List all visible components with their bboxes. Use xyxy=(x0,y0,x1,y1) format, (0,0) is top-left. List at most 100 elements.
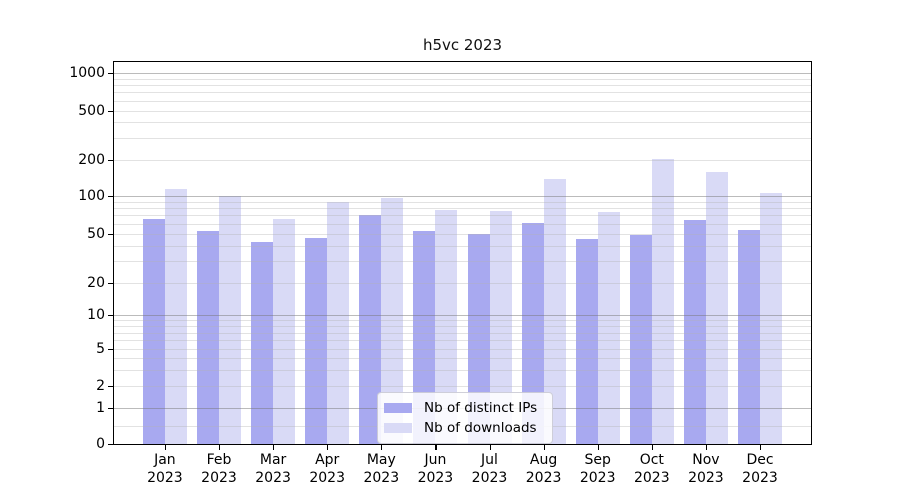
x-tick-label-apr: Apr 2023 xyxy=(309,452,345,486)
x-tick-label-nov: Nov 2023 xyxy=(688,452,724,486)
y-tick-mark-0 xyxy=(108,444,113,446)
x-tick-label-may: May 2023 xyxy=(363,452,400,486)
bar-downloads-jun xyxy=(435,209,458,444)
major-gridline-1000 xyxy=(114,73,811,74)
x-tick-mark-apr xyxy=(327,445,329,450)
bar-distinct-ips-aug xyxy=(521,222,544,444)
bar-downloads-nov xyxy=(705,172,728,444)
x-tick-label-oct: Oct 2023 xyxy=(633,452,670,486)
y-tick-mark-5 xyxy=(108,349,113,351)
minor-gridline-80 xyxy=(114,208,811,210)
minor-gridline-7 xyxy=(114,332,811,334)
y-tick-mark-500 xyxy=(108,110,113,112)
minor-gridline-700 xyxy=(114,92,811,94)
x-tick-mark-dec xyxy=(760,445,762,450)
minor-gridline-500 xyxy=(114,110,811,112)
y-tick-label-2: 2 xyxy=(96,378,105,394)
x-tick-mark-nov xyxy=(705,445,708,450)
minor-gridline-90 xyxy=(114,201,811,203)
bar-downloads-dec xyxy=(760,193,782,444)
minor-gridline-5 xyxy=(114,349,811,351)
legend-swatch-downloads xyxy=(384,423,412,433)
minor-gridline-400 xyxy=(114,122,811,124)
x-tick-mark-mar xyxy=(273,445,275,450)
y-tick-label-20: 20 xyxy=(87,274,105,291)
bar-distinct-ips-nov xyxy=(683,220,706,444)
bar-distinct-ips-dec xyxy=(738,230,760,444)
y-tick-label-0: 0 xyxy=(96,436,105,452)
minor-gridline-50 xyxy=(114,233,811,235)
minor-gridline-4 xyxy=(114,358,811,360)
y-tick-label-200: 200 xyxy=(78,151,105,168)
minor-gridline-800 xyxy=(114,85,811,87)
legend-label-distinct-ips: Nb of distinct IPs xyxy=(424,400,538,416)
x-tick-mark-aug xyxy=(543,445,545,450)
bar-distinct-ips-jun xyxy=(413,231,436,444)
bar-distinct-ips-sep xyxy=(575,239,598,444)
minor-gridline-6 xyxy=(114,340,811,342)
bar-downloads-oct xyxy=(651,158,674,444)
y-tick-mark-10 xyxy=(108,315,113,317)
y-tick-mark-1 xyxy=(108,408,113,410)
x-tick-label-aug: Aug 2023 xyxy=(525,452,562,486)
axis-ticks-layer: 0 1 2 5 10 20 50 100 200 500 1000 Jan 2023 Feb 2023 Mar… xyxy=(69,62,811,486)
bar-downloads-jul xyxy=(489,210,512,444)
legend: Nb of distinct IPs Nb of downloads xyxy=(377,392,553,444)
minor-gridline-900 xyxy=(114,78,811,80)
grid-layer xyxy=(114,62,811,444)
y-tick-mark-1000 xyxy=(108,73,113,75)
y-tick-label-5: 5 xyxy=(96,341,105,358)
minor-gridline-20 xyxy=(114,282,811,284)
plot-area: 0 1 2 5 10 20 50 100 200 500 1000 Jan 2023 Feb 2023 Mar… xyxy=(69,61,812,486)
x-tick-label-feb: Feb 2023 xyxy=(201,452,237,486)
y-tick-label-1000: 1000 xyxy=(69,65,105,81)
y-tick-mark-200 xyxy=(108,159,113,161)
legend-swatch-distinct-ips xyxy=(384,403,412,413)
bar-distinct-ips-feb xyxy=(197,231,219,444)
x-tick-mark-sep xyxy=(597,445,599,450)
x-tick-mark-oct xyxy=(651,445,653,450)
bar-downloads-may xyxy=(381,197,404,444)
y-tick-mark-100 xyxy=(108,196,113,198)
minor-gridline-70 xyxy=(114,215,811,217)
x-tick-label-sep: Sep 2023 xyxy=(579,452,616,486)
x-tick-mark-may xyxy=(381,445,383,450)
minor-gridline-30 xyxy=(114,260,811,262)
major-gridline-10 xyxy=(114,315,811,316)
bar-distinct-ips-jul xyxy=(467,233,490,444)
y-tick-label-500: 500 xyxy=(78,102,105,119)
legend-entry-downloads: Nb of downloads xyxy=(384,418,544,438)
bar-distinct-ips-apr xyxy=(305,238,328,444)
minor-gridline-60 xyxy=(114,223,811,225)
x-tick-label-mar: Mar 2023 xyxy=(255,452,291,486)
legend-entry-distinct-ips: Nb of distinct IPs xyxy=(384,398,544,418)
bar-distinct-ips-jan xyxy=(142,219,165,444)
x-tick-mark-jan xyxy=(164,445,167,450)
y-tick-label-1: 1 xyxy=(96,400,105,416)
major-gridline-100 xyxy=(114,196,811,197)
minor-gridline-40 xyxy=(114,245,811,247)
y-tick-mark-20 xyxy=(108,282,113,284)
y-tick-label-10: 10 xyxy=(87,307,105,323)
minor-gridline-2 xyxy=(114,386,811,387)
bars-layer xyxy=(114,62,811,444)
x-tick-label-dec: Dec 2023 xyxy=(742,452,778,486)
minor-gridline-9 xyxy=(114,320,811,322)
minor-gridline-600 xyxy=(114,100,811,102)
bar-distinct-ips-may xyxy=(359,214,382,444)
bar-downloads-apr xyxy=(327,202,350,444)
bar-downloads-mar xyxy=(273,219,296,444)
bar-distinct-ips-mar xyxy=(251,241,274,444)
y-tick-mark-50 xyxy=(108,233,113,235)
bar-downloads-feb xyxy=(219,195,241,444)
legend-label-downloads: Nb of downloads xyxy=(424,420,537,436)
bar-downloads-jan xyxy=(164,188,187,444)
x-tick-mark-jun xyxy=(435,445,437,450)
bar-distinct-ips-oct xyxy=(629,234,652,444)
minor-gridline-300 xyxy=(114,137,811,139)
x-tick-label-jan: Jan 2023 xyxy=(147,452,183,486)
minor-gridline-8 xyxy=(114,326,811,327)
x-tick-label-jun: Jun 2023 xyxy=(417,452,454,486)
minor-gridline-3 xyxy=(114,369,811,371)
